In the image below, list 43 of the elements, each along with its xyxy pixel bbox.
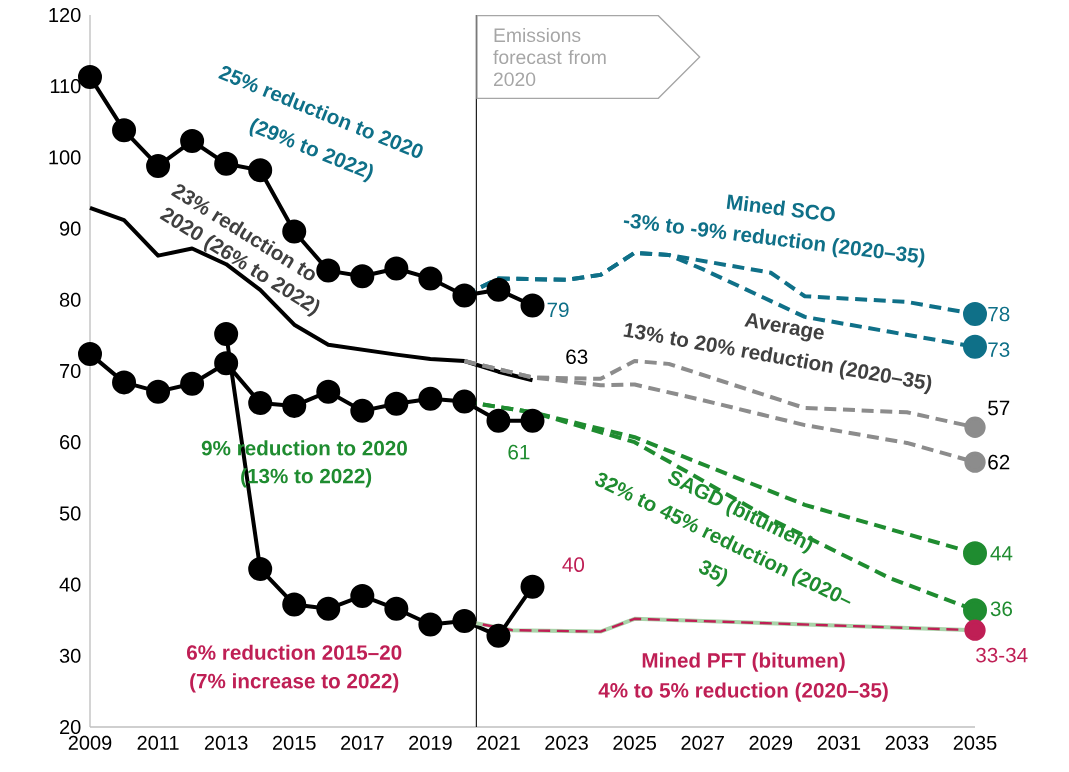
annotation: 40: [562, 557, 585, 572]
x-tick-label: 2019: [409, 735, 452, 750]
annotation: Average: [744, 313, 824, 342]
x-tick-label: 2023: [545, 735, 588, 750]
x-tick-label: 2015: [272, 735, 316, 750]
text: 78: [988, 306, 1010, 322]
text: 36: [990, 601, 1013, 617]
annotation: 61: [508, 444, 530, 460]
y-tick-label: 70: [60, 363, 81, 379]
text: 57: [988, 400, 1010, 416]
ref-line-label: Emissions forecast from 2020: [493, 27, 606, 87]
annotation: Mined PFT (bitumen): [642, 652, 845, 672]
x-tick-label: 2025: [613, 735, 657, 750]
x-tick-label: 2021: [477, 735, 520, 750]
annotation: 6% reduction 2015–20: [187, 644, 402, 660]
y-tick-label: 110: [50, 79, 81, 94]
text: 44: [990, 546, 1013, 561]
y-tick-label: 80: [59, 292, 81, 307]
x-tick-label: 2013: [204, 735, 248, 750]
text: 33-34: [976, 647, 1028, 663]
y-tick-label: 60: [60, 435, 81, 450]
y-tick-label: 30: [59, 648, 81, 663]
y-tick-label: 100: [49, 150, 81, 165]
x-tick-label: 2027: [681, 735, 724, 750]
text: 73: [988, 342, 1010, 357]
y-tick-label: 90: [59, 221, 81, 236]
x-tick-label: 2029: [749, 735, 793, 750]
annotation: 4% to 5% reduction (2020–35): [598, 682, 888, 702]
annotation: 79: [547, 302, 569, 318]
x-tick-label: 2031: [817, 735, 861, 750]
x-tick-label: 2033: [885, 735, 929, 750]
x-tick-label: 2009: [68, 735, 112, 750]
annotation: 63: [566, 349, 588, 365]
text: 62: [988, 454, 1010, 470]
y-tick-label: 50: [59, 506, 81, 521]
x-tick-label: 2011: [137, 735, 179, 750]
annotation: Mined SCO: [726, 194, 835, 222]
y-tick-label: 20: [60, 719, 81, 735]
annotation: (7% increase to 2022): [190, 673, 399, 693]
y-tick-label: 120: [49, 7, 81, 23]
x-tick-label: 2035: [953, 735, 997, 750]
y-tick-label: 40: [59, 577, 81, 592]
x-tick-label: 2017: [341, 735, 384, 750]
